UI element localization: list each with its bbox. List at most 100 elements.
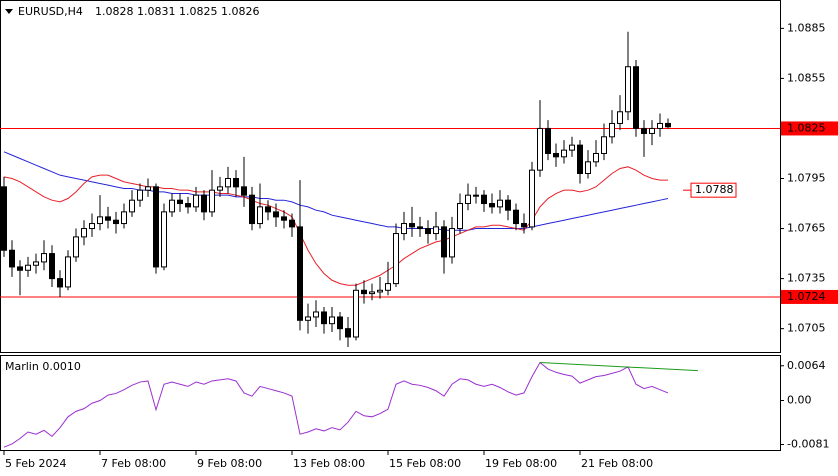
- candle-body: [465, 194, 471, 205]
- y-tick-label: -0.0081: [787, 437, 829, 450]
- candle-body: [385, 283, 391, 291]
- candle-body: [497, 199, 503, 208]
- candle-body: [89, 223, 95, 230]
- candle-body: [281, 216, 287, 221]
- candle-body: [9, 249, 15, 268]
- candle-body: [545, 127, 551, 154]
- candle-body: [377, 289, 383, 293]
- candle-body: [665, 122, 671, 128]
- candle-body: [561, 149, 567, 158]
- price-pane: [0, 0, 781, 353]
- candle-body: [433, 226, 439, 235]
- indicator-line: [3, 151, 669, 231]
- y-tick-label: 1.0705: [787, 322, 826, 335]
- candle-body: [585, 161, 591, 174]
- y-tick-label: 1.0885: [787, 21, 826, 34]
- x-tick-label: 15 Feb 08:00: [389, 457, 461, 470]
- x-tick-label: 9 Feb 08:00: [197, 457, 262, 470]
- indicator-line: [3, 166, 668, 286]
- candle-body: [233, 178, 239, 188]
- y-tick-label: 1.0855: [787, 71, 826, 84]
- x-tick-label: 5 Feb 2024: [5, 457, 66, 470]
- candle-body: [217, 186, 223, 191]
- candle-body: [649, 127, 655, 134]
- candle-body: [401, 223, 407, 235]
- candle-body: [313, 311, 319, 318]
- x-tick-label: 7 Feb 08:00: [101, 457, 166, 470]
- candle-body: [49, 253, 55, 280]
- chart-title: EURUSD,H4: [18, 5, 83, 18]
- candle-body: [169, 199, 175, 213]
- trend-line: [539, 362, 699, 372]
- candle-body: [369, 291, 375, 295]
- candle-body: [569, 144, 575, 151]
- menu-triangle: [5, 9, 13, 14]
- candle-body: [177, 199, 183, 205]
- candle-body: [449, 228, 455, 258]
- candle-body: [105, 216, 111, 221]
- candle-body: [33, 261, 39, 266]
- candle-body: [353, 289, 359, 338]
- candle-body: [305, 316, 311, 321]
- indicator-title: Marlin 0.0010: [5, 360, 81, 373]
- candle-body: [361, 289, 367, 295]
- level-label: 1.0825: [787, 121, 826, 134]
- candle-body: [97, 216, 103, 225]
- candle-body: [329, 316, 335, 325]
- candle-body: [609, 122, 615, 138]
- x-tick-label: 21 Feb 08:00: [581, 457, 653, 470]
- candle-body: [273, 211, 279, 218]
- candle-body: [201, 194, 207, 213]
- price-label: 1.0788: [695, 183, 734, 196]
- candle-body: [345, 328, 351, 338]
- candle-body: [425, 228, 431, 235]
- candle-body: [185, 203, 191, 208]
- level-label: 1.0724: [787, 290, 826, 303]
- candle-body: [481, 194, 487, 205]
- candle-body: [289, 219, 295, 228]
- candle-body: [457, 203, 463, 230]
- y-tick-label: 1.0795: [787, 172, 826, 185]
- header-close: 1.0826: [221, 5, 260, 18]
- candle-body: [57, 278, 63, 288]
- candle-body: [553, 152, 559, 158]
- candle-body: [297, 226, 303, 321]
- candle-body: [537, 127, 543, 171]
- indicator-line: [3, 361, 669, 448]
- candle-body: [513, 209, 519, 225]
- candle-body: [153, 186, 159, 268]
- candle-body: [121, 211, 127, 225]
- candle-body: [625, 66, 631, 113]
- candle-body: [441, 226, 447, 258]
- candle-body: [489, 203, 495, 208]
- candle-body: [145, 186, 151, 191]
- header-low: 1.0825: [179, 5, 218, 18]
- candle-body: [225, 178, 231, 188]
- candle-body: [113, 219, 119, 225]
- candle-body: [73, 236, 79, 258]
- x-tick-label: 13 Feb 08:00: [293, 457, 365, 470]
- candle-body: [65, 256, 71, 288]
- candle-body: [417, 226, 423, 230]
- y-tick-label: 1.0765: [787, 222, 826, 235]
- x-tick-label: 19 Feb 08:00: [485, 457, 557, 470]
- candle-body: [529, 169, 535, 228]
- candle-body: [161, 211, 167, 268]
- y-tick-label: 0.00: [787, 394, 812, 407]
- candle-body: [393, 233, 399, 285]
- candle-body: [577, 144, 583, 174]
- candle-body: [25, 264, 31, 271]
- level-label-bg: [781, 289, 838, 304]
- candle-body: [641, 127, 647, 134]
- candle-body: [241, 186, 247, 196]
- candle-body: [473, 194, 479, 197]
- header-high: 1.0831: [137, 5, 176, 18]
- candle-body: [337, 316, 343, 330]
- candle-body: [265, 206, 271, 213]
- candle-body: [137, 189, 143, 201]
- candle-body: [409, 223, 415, 228]
- price-label-box: [690, 182, 737, 198]
- y-tick-label: 1.0735: [787, 272, 826, 285]
- header-open: 1.0828: [95, 5, 134, 18]
